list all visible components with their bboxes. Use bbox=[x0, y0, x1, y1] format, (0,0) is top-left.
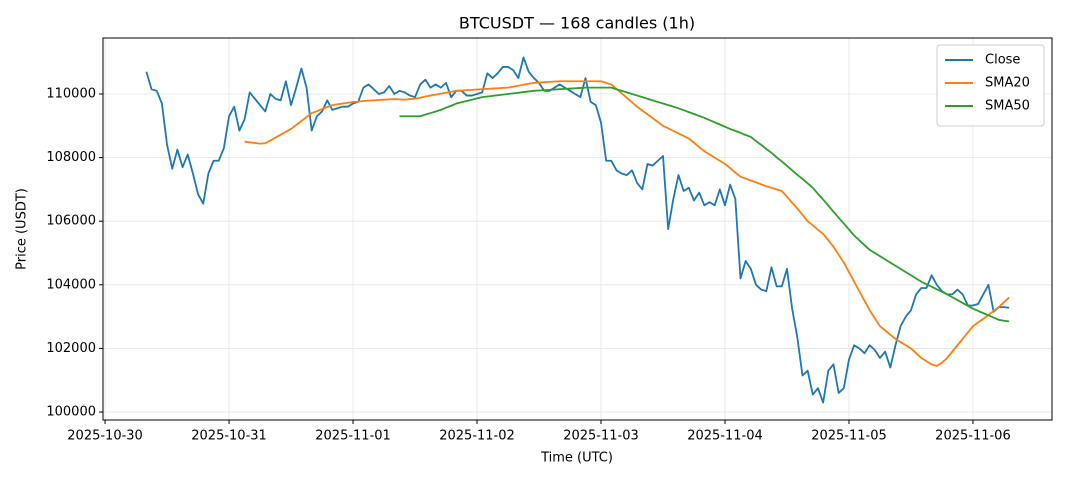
x-tick-label: 2025-11-02 bbox=[439, 429, 515, 444]
legend-label: SMA50 bbox=[985, 99, 1030, 114]
legend-label: SMA20 bbox=[985, 76, 1030, 91]
x-axis-label: Time (UTC) bbox=[540, 451, 613, 466]
x-tick-label: 2025-10-30 bbox=[67, 429, 143, 444]
x-tick-label: 2025-11-01 bbox=[315, 429, 391, 444]
series-line bbox=[244, 80, 1010, 367]
x-tick-label: 2025-11-06 bbox=[935, 429, 1011, 444]
x-tick-label: 2025-11-05 bbox=[811, 429, 887, 444]
y-axis-label: Price (USDT) bbox=[15, 188, 30, 270]
series-line bbox=[399, 86, 1010, 323]
plot-frame bbox=[102, 37, 1053, 421]
x-tick-label: 2025-10-31 bbox=[191, 429, 267, 444]
y-tick-label: 106000 bbox=[46, 214, 96, 229]
series-line bbox=[145, 56, 1010, 404]
x-tick-label: 2025-11-04 bbox=[687, 429, 763, 444]
legend-label: Close bbox=[985, 53, 1020, 68]
y-tick-label: 102000 bbox=[46, 341, 96, 356]
x-tick-label: 2025-11-03 bbox=[563, 429, 639, 444]
y-tick-label: 108000 bbox=[46, 150, 96, 165]
chart-title: BTCUSDT — 168 candles (1h) bbox=[459, 14, 695, 33]
y-tick-label: 110000 bbox=[46, 86, 96, 101]
y-tick-label: 104000 bbox=[46, 277, 96, 292]
y-tick-label: 100000 bbox=[46, 405, 96, 420]
